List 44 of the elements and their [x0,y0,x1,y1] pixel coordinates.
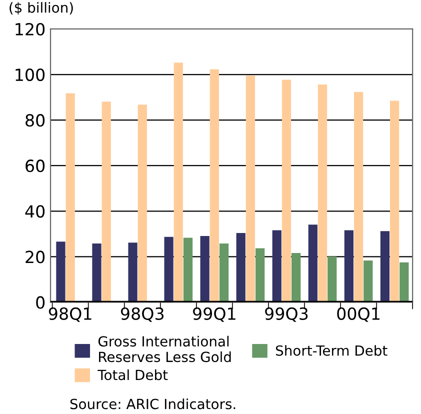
y-axis-title: ($ billion) [10,2,73,15]
y-tick-label: 60 [26,160,45,172]
y-tick-label: 80 [26,114,45,127]
x-tick-label: 99Q1 [193,307,236,322]
bar [210,69,219,302]
bar [364,260,373,302]
bar [66,93,75,302]
x-tick-label: 98Q3 [120,307,164,322]
bar [354,92,364,302]
bar [92,243,102,302]
y-tick-label: 40 [25,205,45,218]
bar [174,62,183,302]
bar [380,231,390,302]
x-tick-label: 00Q1 [337,307,380,322]
bar [183,238,193,302]
bar [138,104,147,302]
bar [256,248,265,302]
legend-label: Total Debt [98,369,168,380]
source-note: Source: ARIC Indicators. [70,398,236,410]
y-tick-label: 100 [16,68,45,82]
bar [282,80,292,302]
bar [164,236,174,302]
bar [308,224,318,302]
bar [292,253,301,302]
bar [344,230,354,302]
bar [318,84,328,302]
x-tick-label: 98Q1 [48,307,92,322]
y-tick-label: 120 [16,22,45,36]
bar [102,102,111,302]
bar [328,256,337,302]
bar [200,236,210,302]
bar [56,242,66,302]
bar [236,233,246,302]
x-tick-label: 99Q3 [265,307,308,322]
bar [272,230,282,302]
bar [390,100,400,302]
y-tick-label: 0 [36,296,45,309]
y-tick-label: 20 [26,250,45,264]
bar [400,262,409,302]
bar [246,76,256,302]
bar [219,243,229,302]
legend-label: Short-Term Debt [276,345,388,356]
legend-label: Gross International Reserves Less Gold [98,336,231,362]
bar [128,242,138,302]
